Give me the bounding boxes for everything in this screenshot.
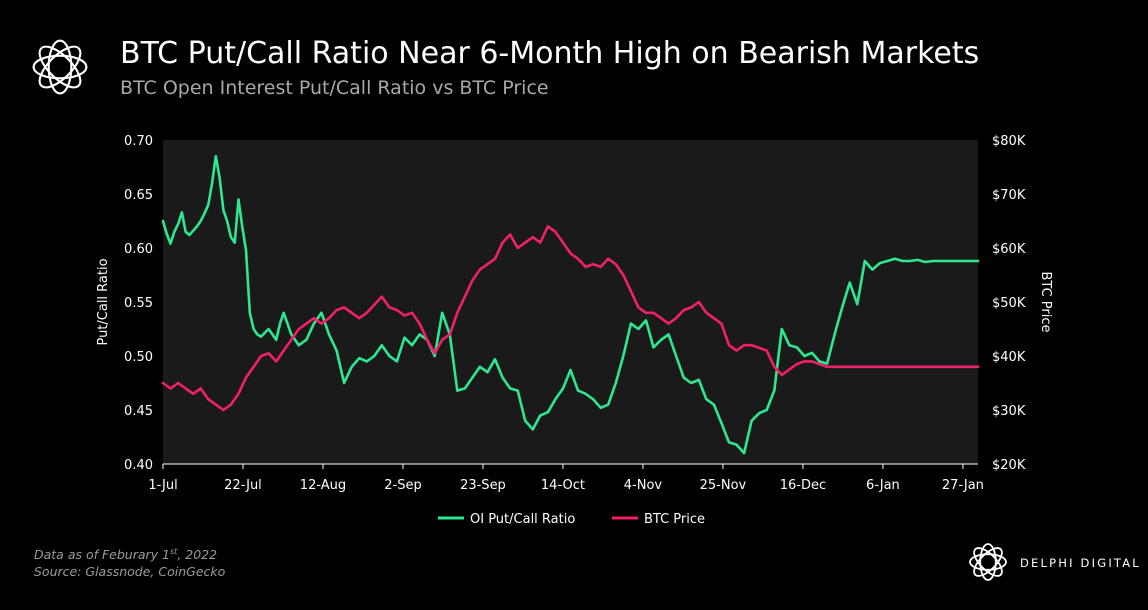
y-tick-label: 0.40 — [124, 458, 153, 473]
footnote-date: Data as of Feburary 1st, 2022 — [34, 547, 218, 563]
x-tick-label: 1-Jul — [148, 478, 177, 493]
x-tick-label: 27-Jan — [942, 478, 984, 493]
plot-area — [163, 140, 978, 464]
x-tick-label: 22-Jul — [224, 478, 262, 493]
y2-tick-label: $80K — [992, 134, 1026, 149]
x-axis: 1-Jul 22-Jul 12-Aug 2-Sep 23-Sep 14-Oct 4-Nov 2… — [148, 464, 984, 493]
flower-logo-icon — [969, 543, 1007, 581]
brand-name: DELPHI DIGITAL — [1020, 556, 1141, 570]
y2-tick-label: $40K — [992, 350, 1026, 365]
legend-label: OI Put/Call Ratio — [470, 512, 575, 527]
y-tick-label: 0.45 — [124, 404, 153, 419]
series-line-put-call-ratio — [161, 154, 980, 455]
x-tick-label: 4-Nov — [624, 478, 663, 493]
y2-tick-label: $70K — [992, 188, 1026, 203]
y2-tick-label: $60K — [992, 242, 1026, 257]
x-tick-label: 6-Jan — [866, 478, 900, 493]
y-axis-right: $20K $30K $40K $50K $60K $70K $80K — [992, 134, 1026, 473]
brand-logo: DELPHI DIGITAL — [964, 538, 1139, 588]
series-layer — [161, 154, 980, 455]
x-tick-label: 16-Dec — [780, 478, 826, 493]
page-title: BTC Put/Call Ratio Near 6-Month High on … — [120, 36, 980, 71]
y-tick-label: 0.70 — [124, 134, 153, 149]
x-tick-label: 12-Aug — [300, 478, 346, 493]
footnote-source: Source: Glassnode, CoinGecko — [34, 564, 226, 580]
y-axis-label: Put/Call Ratio — [96, 258, 111, 345]
y-tick-label: 0.60 — [124, 242, 153, 257]
page-subtitle: BTC Open Interest Put/Call Ratio vs BTC … — [120, 77, 549, 99]
x-tick-label: 14-Oct — [541, 478, 585, 493]
legend-label: BTC Price — [644, 512, 705, 527]
y2-axis-label: BTC Price — [1038, 271, 1053, 332]
y2-tick-label: $30K — [992, 404, 1026, 419]
y2-tick-label: $50K — [992, 296, 1026, 311]
flower-logo-icon — [32, 39, 88, 95]
y-tick-label: 0.50 — [124, 350, 153, 365]
y-axis-left: 0.40 0.45 0.50 0.55 0.60 0.65 0.70 — [124, 134, 153, 473]
y-tick-label: 0.55 — [124, 296, 153, 311]
legend: OI Put/Call Ratio BTC Price — [438, 512, 705, 527]
x-tick-label: 2-Sep — [384, 478, 421, 493]
y-tick-label: 0.65 — [124, 188, 153, 203]
x-tick-label: 25-Nov — [700, 478, 747, 493]
y2-tick-label: $20K — [992, 458, 1026, 473]
series-line-btc-price — [161, 225, 980, 412]
footnote: Data as of Feburary 1st, 2022 Source: Gl… — [34, 543, 225, 580]
x-tick-label: 23-Sep — [460, 478, 506, 493]
